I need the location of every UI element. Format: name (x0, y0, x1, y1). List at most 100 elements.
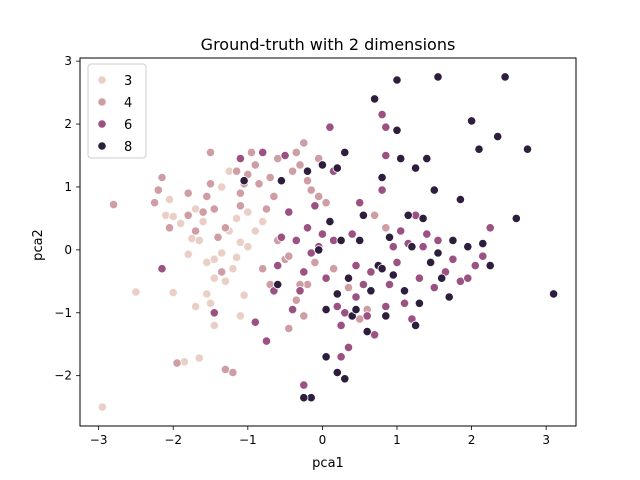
legend-marker-3 (97, 75, 107, 85)
data-point-8-2 (302, 166, 313, 176)
data-point-3-15 (232, 252, 242, 262)
y-tick-label: 3 (64, 54, 72, 68)
legend-marker-6 (97, 119, 107, 129)
data-point-6-1 (209, 308, 219, 318)
data-point-8-44 (485, 260, 495, 271)
data-point-3-29 (191, 301, 201, 312)
data-point-6-0 (157, 264, 167, 274)
data-point-6-62 (351, 260, 361, 271)
data-point-6-20 (325, 122, 335, 132)
data-point-4-46 (291, 295, 301, 305)
data-point-6-38 (396, 226, 406, 236)
data-point-4-27 (258, 264, 268, 274)
data-point-8-36 (437, 273, 447, 283)
data-point-6-9 (280, 150, 290, 161)
data-point-6-47 (433, 235, 443, 245)
data-point-6-54 (485, 223, 495, 233)
data-point-3-11 (209, 254, 219, 264)
data-point-8-47 (511, 213, 521, 223)
y-tick-label: −1 (54, 306, 72, 320)
x-tick-label: 1 (393, 433, 401, 447)
data-point-8-17 (369, 94, 380, 104)
data-point-8-50 (340, 374, 350, 384)
data-point-8-26 (399, 286, 410, 296)
data-point-6-56 (336, 352, 346, 362)
data-point-8-49 (548, 289, 559, 299)
data-point-8-34 (429, 185, 439, 195)
data-point-4-11 (205, 179, 216, 189)
data-point-4-42 (310, 257, 320, 267)
data-point-8-22 (388, 270, 398, 280)
data-point-4-50 (328, 264, 339, 274)
legend-marker-8 (97, 141, 107, 151)
data-point-8-39 (455, 194, 465, 205)
data-point-3-9 (194, 235, 204, 245)
data-point-6-61 (291, 235, 301, 245)
data-point-6-36 (388, 242, 398, 252)
y-axis: −2 −1 0 1 2 3 (54, 54, 80, 383)
data-point-6-5 (261, 336, 272, 346)
y-axis-label: pca2 (31, 229, 46, 261)
data-point-8-38 (448, 235, 458, 245)
data-point-4-26 (254, 179, 264, 189)
legend-label-6: 6 (124, 118, 132, 133)
data-point-3-2 (168, 287, 178, 298)
data-point-6-27 (351, 292, 361, 302)
data-point-8-5 (321, 304, 331, 315)
data-point-8-55 (273, 279, 283, 290)
data-point-8-12 (351, 304, 361, 315)
data-point-6-12 (295, 286, 305, 296)
data-point-3-22 (243, 242, 253, 252)
data-point-3-18 (220, 276, 230, 286)
data-point-8-33 (425, 257, 436, 267)
data-point-3-3 (161, 210, 171, 220)
data-point-6-35 (384, 279, 395, 290)
data-point-8-27 (403, 210, 413, 220)
data-point-4-35 (284, 251, 294, 261)
data-point-8-52 (299, 393, 309, 403)
data-point-8-9 (340, 147, 350, 157)
data-point-6-43 (414, 273, 424, 283)
data-point-3-6 (176, 218, 186, 228)
data-point-6-33 (377, 185, 387, 195)
data-point-8-40 (463, 242, 473, 252)
plot-frame (79, 57, 577, 427)
data-point-8-24 (392, 125, 402, 135)
data-point-3-30 (179, 357, 189, 367)
data-point-4-48 (314, 191, 324, 201)
data-point-8-6 (325, 217, 335, 227)
data-point-4-3 (157, 172, 167, 183)
data-point-8-30 (414, 298, 424, 308)
data-point-4-18 (228, 367, 238, 378)
data-point-6-19 (321, 273, 331, 283)
data-point-6-44 (418, 242, 428, 252)
data-point-6-25 (343, 342, 354, 352)
data-point-6-34 (381, 150, 391, 161)
y-tick-label: 2 (64, 117, 72, 131)
data-point-8-8 (336, 235, 346, 245)
x-tick-label: 0 (319, 433, 327, 447)
data-point-4-13 (209, 204, 219, 214)
data-point-3-17 (209, 273, 219, 283)
data-point-6-30 (362, 311, 372, 321)
data-point-4-38 (295, 160, 305, 170)
data-point-6-7 (273, 260, 283, 271)
data-point-4-39 (299, 138, 309, 148)
data-point-3-21 (239, 290, 249, 300)
data-point-3-0 (97, 402, 108, 412)
data-point-8-15 (362, 326, 372, 337)
x-tick-label: −3 (90, 433, 108, 447)
legend: 3 4 6 8 (87, 63, 147, 159)
data-point-8-3 (314, 245, 324, 255)
data-point-4-49 (321, 198, 331, 208)
legend-label-4: 4 (124, 96, 132, 111)
y-tick-label: 1 (64, 180, 72, 194)
data-point-4-41 (306, 185, 316, 195)
data-point-3-14 (228, 264, 238, 274)
data-point-6-49 (448, 254, 458, 264)
data-point-8-41 (466, 116, 477, 126)
data-point-4-1 (150, 198, 160, 208)
x-tick-label: 3 (542, 433, 550, 447)
data-point-8-21 (384, 232, 395, 242)
